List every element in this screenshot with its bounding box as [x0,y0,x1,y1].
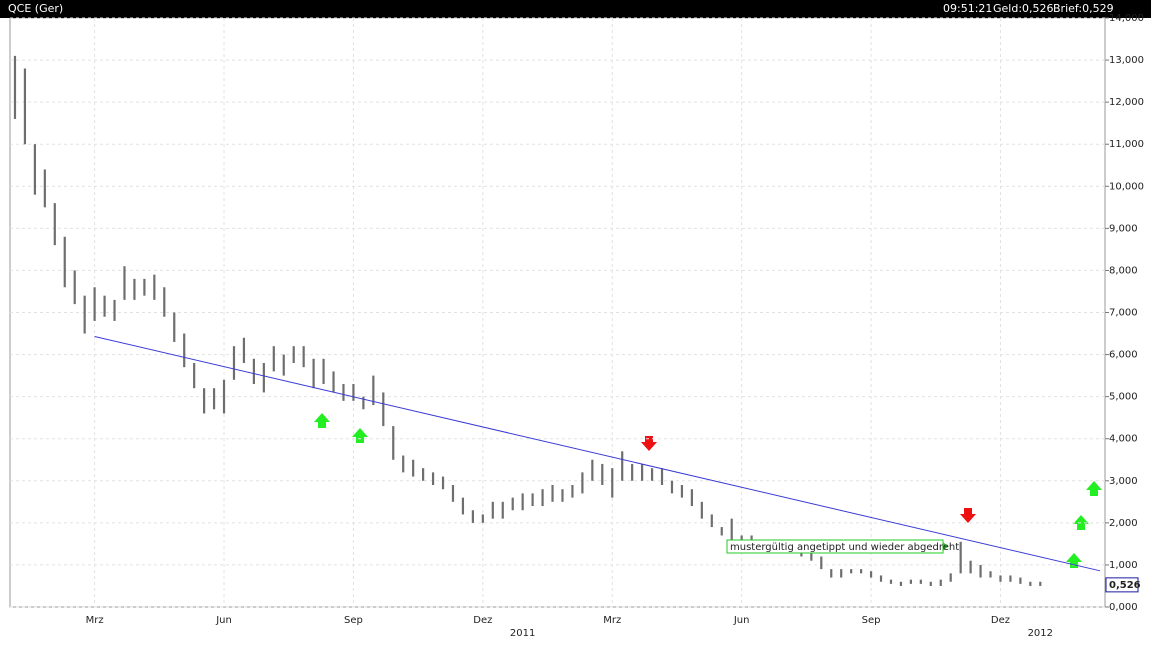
x-tick-label: Sep [344,615,363,626]
y-tick-label: 1,000 [1109,560,1138,571]
y-tick-label: 4,000 [1109,434,1138,445]
y-tick-label: 7,000 [1109,308,1138,319]
up-arrow [352,428,368,443]
up-arrow [314,413,330,428]
y-tick-label: 12,000 [1109,97,1144,108]
y-tick-label: 0,000 [1109,602,1138,613]
annotation-pointer [943,542,948,551]
header-bar [0,0,1151,18]
x-tick-label: Dez [991,615,1010,626]
last-price-box [1105,577,1139,593]
y-tick-label: 5,000 [1109,392,1138,403]
signal-arrows [314,413,1102,568]
y-tick-label: 14,000 [1109,13,1144,24]
y-tick-label: 10,000 [1109,181,1144,192]
down-arrow [641,436,657,451]
up-arrow [1086,481,1102,496]
x-tick-label: Mrz [86,615,104,626]
x-tick-label: 2011 [510,628,535,639]
x-tick-label: Sep [862,615,881,626]
last-price-label: 0,526 [1109,580,1141,591]
ask: Brief:0,529 [1053,2,1114,15]
y-tick-label: 11,000 [1109,139,1144,150]
time: 09:51:21 [943,2,992,15]
x-tick-label: Dez [473,615,492,626]
x-tick-label: Jun [733,615,750,626]
x-tick-label: 2012 [1028,628,1053,639]
down-arrow [960,508,976,523]
y-tick-label: 6,000 [1109,350,1138,361]
bid: Geld:0,526 [993,2,1054,15]
annotation: mustergültig angetippt und wieder abgedr… [730,542,959,553]
x-tick-label: Jun [215,615,232,626]
y-tick-label: 3,000 [1109,476,1138,487]
trendline [94,335,1101,572]
y-tick-label: 2,000 [1109,518,1138,529]
x-tick-label: Mrz [603,615,621,626]
y-tick-label: 8,000 [1109,265,1138,276]
chart-title: QCE (Ger) [8,2,63,15]
y-tick-label: 9,000 [1109,223,1138,234]
y-tick-label: 13,000 [1109,55,1144,66]
